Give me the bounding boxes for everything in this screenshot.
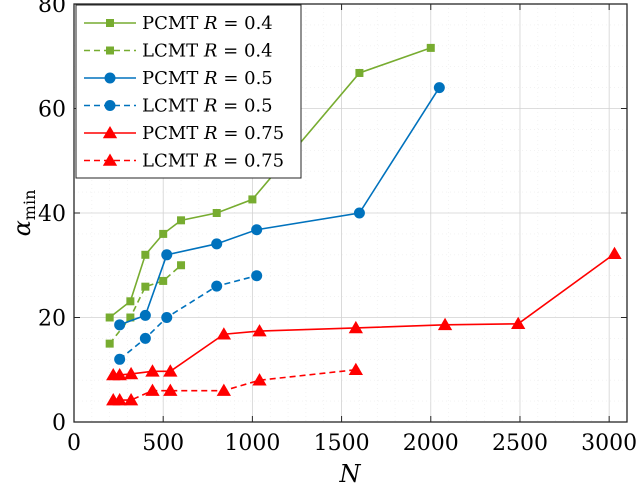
series-layer: [105, 43, 622, 406]
legend-box: [75, 4, 302, 179]
legend-marker: [106, 19, 114, 27]
data-point: [177, 261, 186, 270]
data-point: [216, 383, 231, 396]
legend-label: PCMT R = 0.5: [142, 68, 273, 89]
legend-item: LCMT R = 0.75: [84, 151, 284, 172]
data-point: [141, 282, 150, 291]
series-lcmt-r-0_75: [106, 362, 364, 406]
legend-item: LCMT R = 0.5: [84, 96, 273, 117]
y-tick-label: 20: [38, 307, 66, 332]
legend-marker: [102, 153, 118, 166]
x-tick-label: 2500: [492, 431, 548, 456]
data-point: [161, 249, 173, 261]
data-point: [145, 383, 160, 396]
data-point: [437, 317, 453, 331]
legend-item: PCMT R = 0.75: [84, 123, 284, 144]
data-point: [426, 43, 435, 52]
series-pcmt-r-0_75: [106, 246, 622, 381]
y-axis-label-sub: min: [20, 190, 39, 221]
data-point: [211, 280, 223, 292]
x-tick-label: 2000: [403, 431, 459, 456]
data-point: [348, 320, 364, 334]
data-point: [211, 238, 223, 250]
data-point: [212, 209, 221, 217]
data-point: [163, 383, 178, 396]
data-point: [126, 297, 135, 306]
series-lcmt-r-0_5: [114, 270, 263, 365]
data-point: [139, 309, 151, 321]
x-tick-label: 500: [142, 431, 184, 456]
data-point: [252, 373, 267, 386]
legend-marker: [102, 125, 118, 139]
data-point: [251, 270, 263, 282]
legend-item: PCMT R = 0.5: [84, 68, 273, 89]
legend-label: LCMT R = 0.4: [142, 41, 273, 62]
x-tick-label: 0: [67, 431, 81, 456]
data-point: [607, 246, 622, 260]
legend-item: LCMT R = 0.4: [84, 41, 273, 62]
legend-marker: [104, 72, 116, 84]
y-tick-label: 0: [52, 411, 66, 436]
x-tick-label: 1500: [314, 431, 370, 456]
data-point: [141, 250, 150, 259]
legend-label: PCMT R = 0.75: [142, 123, 284, 144]
data-point: [105, 339, 114, 348]
legend: PCMT R = 0.4 LCMT R = 0.4 PCMT R = 0.5 LCMT…: [75, 4, 302, 179]
legend-marker: [106, 46, 114, 55]
data-point: [251, 224, 263, 236]
data-point: [159, 276, 168, 285]
y-tick-label: 80: [38, 0, 66, 18]
data-point: [252, 324, 267, 337]
legend-label: PCMT R = 0.4: [142, 13, 273, 34]
svg-text:αmin: αmin: [8, 190, 39, 237]
legend-marker: [104, 100, 116, 111]
data-point: [105, 313, 114, 322]
x-tick-label: 1000: [224, 431, 280, 456]
data-point: [145, 364, 160, 377]
data-point: [112, 367, 127, 381]
data-point: [433, 82, 445, 94]
series-line: [113, 368, 356, 401]
data-point: [216, 327, 231, 340]
series-pcmt-r-0_4: [105, 43, 435, 322]
data-point: [126, 313, 135, 322]
y-tick-label: 40: [38, 202, 66, 227]
data-point: [114, 353, 126, 365]
data-point: [355, 68, 364, 77]
y-axis-label: αmin: [8, 190, 39, 237]
data-point: [177, 216, 186, 225]
data-point: [353, 207, 365, 219]
data-point: [123, 366, 139, 380]
data-point: [161, 312, 173, 323]
data-point: [139, 332, 151, 344]
x-tick-label: 3000: [581, 431, 637, 456]
data-point: [112, 393, 127, 406]
data-point: [248, 195, 257, 204]
data-point: [163, 364, 178, 377]
data-point: [123, 393, 139, 406]
data-point: [348, 362, 364, 376]
y-axis-label-main: α: [8, 220, 36, 236]
legend-label: LCMT R = 0.5: [142, 96, 273, 117]
data-point: [114, 319, 126, 331]
series-pcmt-r-0_5: [114, 82, 445, 331]
y-tick-label: 60: [38, 98, 66, 123]
legend-item: PCMT R = 0.4: [84, 13, 273, 34]
legend-label: LCMT R = 0.75: [142, 151, 284, 172]
x-axis-label: N: [339, 460, 362, 488]
data-point: [159, 229, 168, 238]
data-point: [511, 316, 526, 330]
